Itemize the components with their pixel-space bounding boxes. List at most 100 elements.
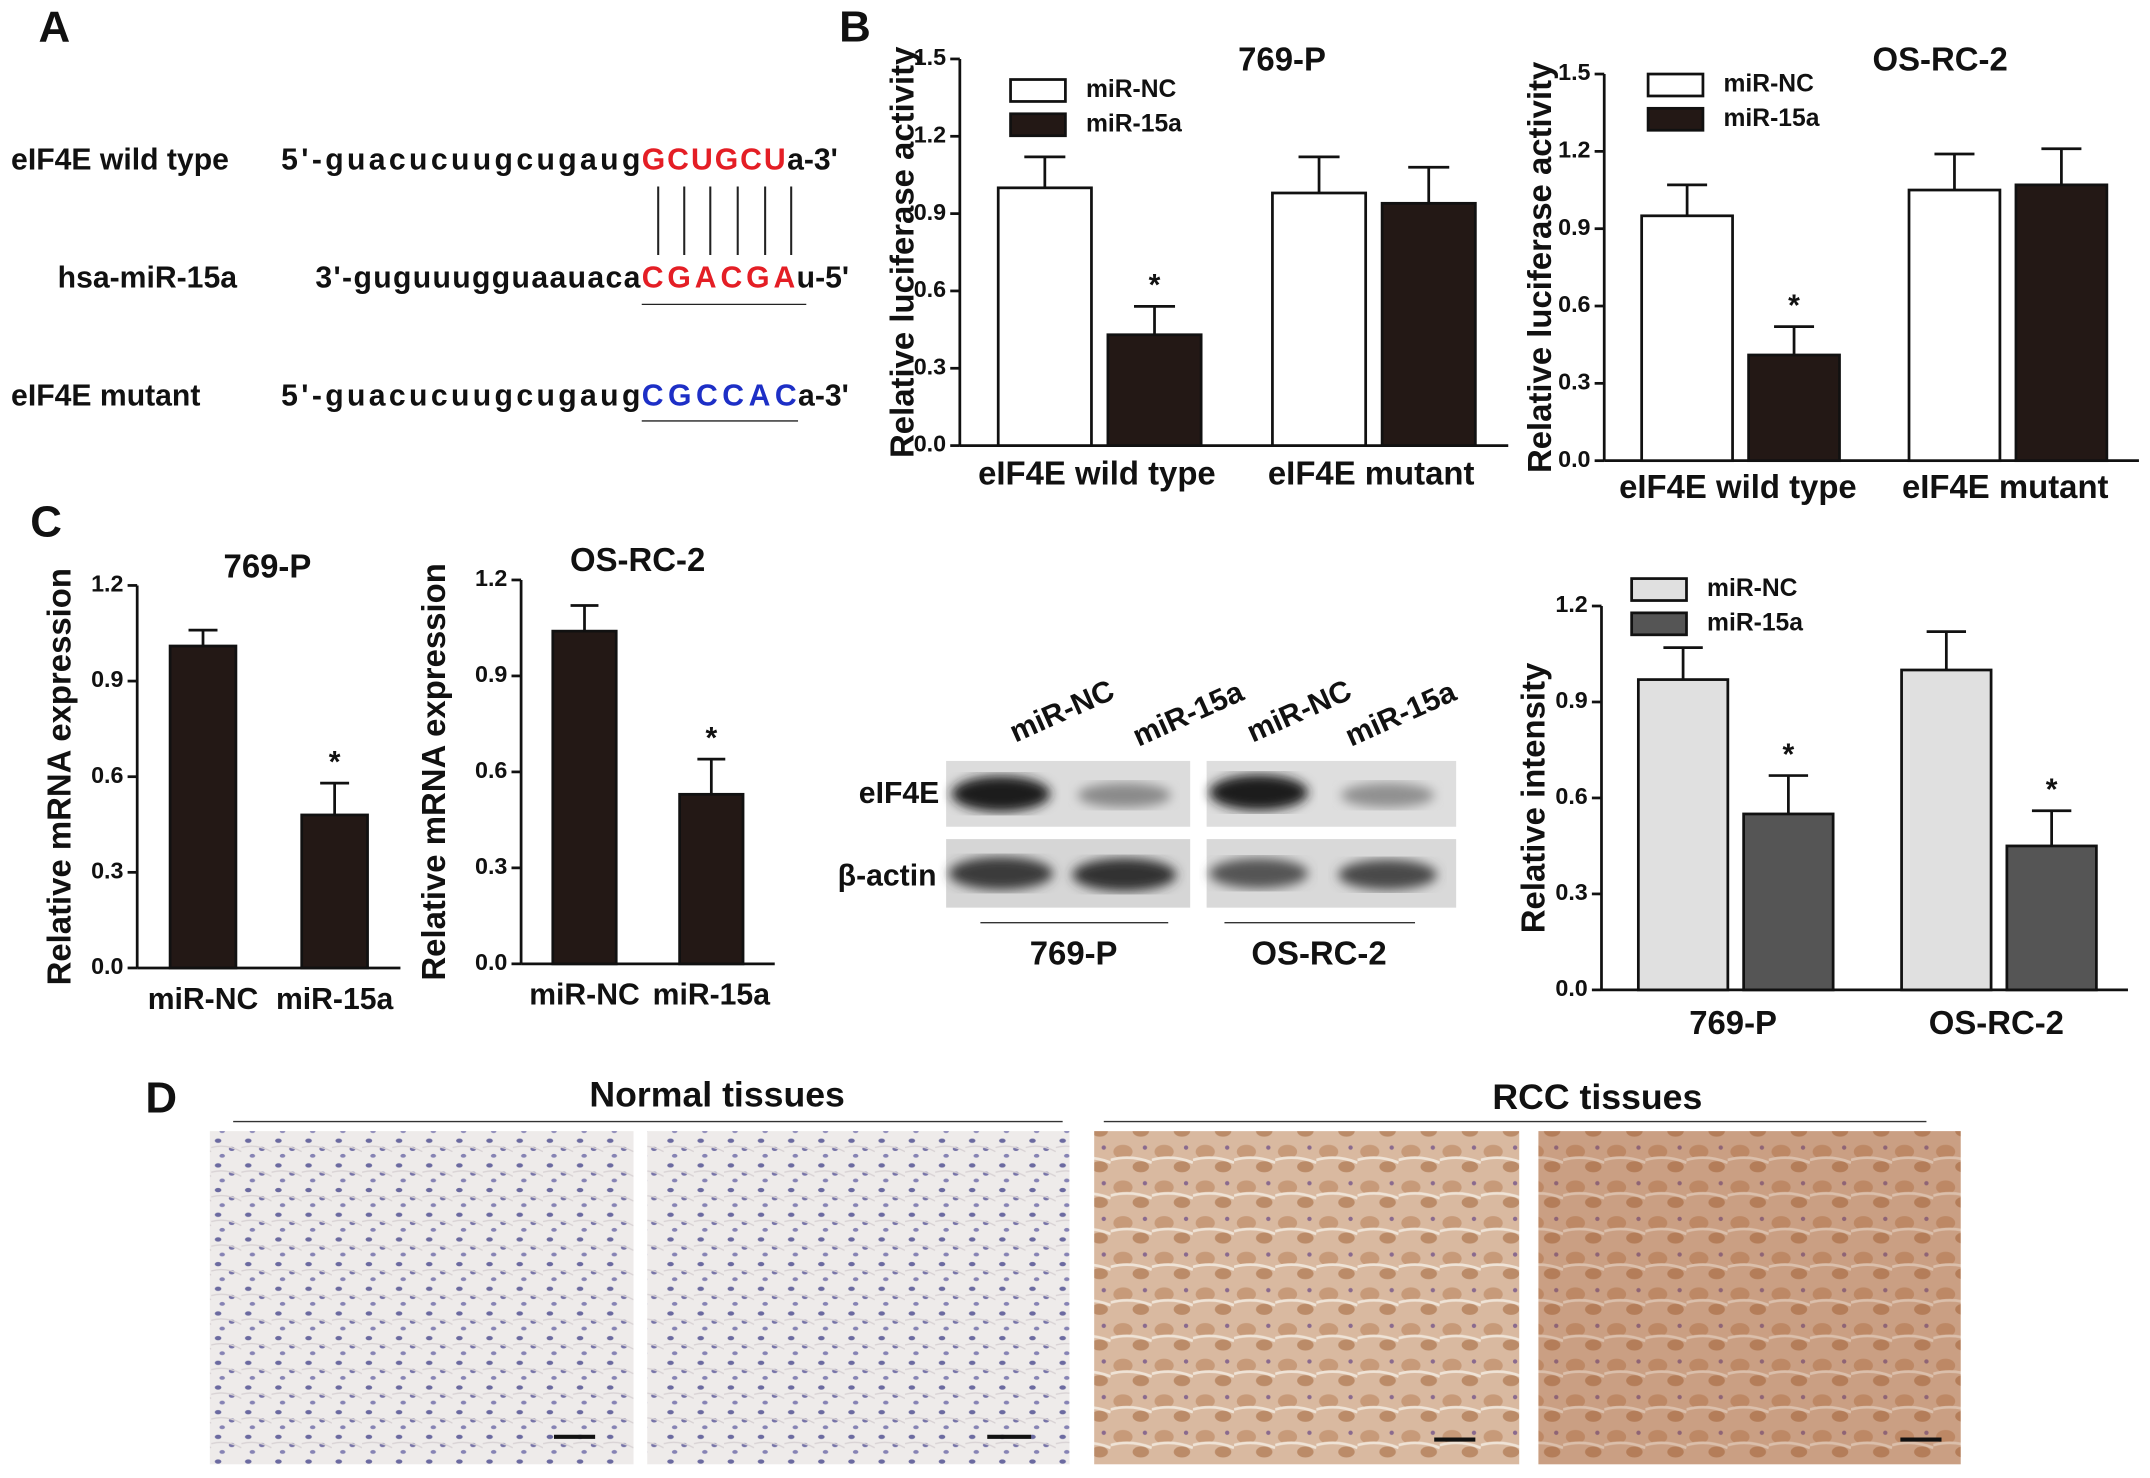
error-bar bbox=[1926, 630, 1967, 670]
significance-label: * bbox=[705, 722, 717, 755]
panel-label: C bbox=[30, 498, 62, 547]
error-bar bbox=[570, 604, 599, 632]
sequence-name: hsa-miR-15a bbox=[58, 262, 238, 295]
bar bbox=[1907, 188, 2002, 463]
panel-label: D bbox=[145, 1074, 177, 1123]
y-tick-label: 1.2 bbox=[91, 571, 123, 597]
panel-label: A bbox=[38, 3, 70, 52]
bar bbox=[678, 792, 745, 966]
lane-label: miR-NC bbox=[1005, 674, 1119, 749]
chart-title: 769-P bbox=[1238, 40, 1326, 77]
panel-label: B bbox=[839, 3, 871, 52]
y-axis-label: Relative luciferase activity bbox=[1521, 61, 1558, 473]
bar bbox=[1380, 201, 1477, 447]
x-tick-label: miR-NC bbox=[529, 979, 640, 1012]
sequence-name: eIF4E mutant bbox=[11, 380, 200, 413]
group-label: OS-RC-2 bbox=[1251, 934, 1386, 971]
error-bar bbox=[1134, 305, 1176, 335]
bar bbox=[1742, 812, 1835, 992]
y-tick-label: 0.0 bbox=[914, 431, 946, 457]
error-bar bbox=[1768, 774, 1809, 814]
significance-label: * bbox=[1788, 289, 1800, 322]
x-tick-label: OS-RC-2 bbox=[1929, 1004, 2064, 1041]
error-bar bbox=[320, 781, 350, 815]
bar bbox=[1900, 668, 1993, 992]
significance-label: * bbox=[329, 746, 341, 779]
x-tick-label: miR-NC bbox=[148, 983, 259, 1016]
x-tick-label: eIF4E wild type bbox=[978, 454, 1216, 491]
legend-swatch bbox=[1009, 112, 1067, 138]
chart-title: OS-RC-2 bbox=[570, 541, 705, 578]
chart-title: OS-RC-2 bbox=[1873, 40, 2008, 77]
pairing-lines bbox=[657, 186, 793, 256]
error-bar bbox=[1774, 325, 1815, 355]
significance-label: * bbox=[1149, 269, 1161, 302]
x-tick-label: miR-15a bbox=[653, 979, 771, 1012]
y-tick-label: 0.0 bbox=[475, 949, 507, 975]
x-tick-label: eIF4E wild type bbox=[1619, 468, 1857, 505]
error-bar bbox=[1663, 646, 1703, 680]
group-label: 769-P bbox=[1030, 934, 1118, 971]
y-tick-label: 0.3 bbox=[914, 353, 946, 379]
y-tick-label: 1.2 bbox=[1558, 137, 1590, 163]
sequence-end: a-3' bbox=[787, 144, 838, 177]
y-tick-label: 0.6 bbox=[1555, 783, 1587, 809]
error-bar bbox=[188, 628, 218, 647]
lane-label: miR-15a bbox=[1340, 675, 1461, 753]
bar bbox=[300, 813, 369, 970]
y-tick-label: 1.2 bbox=[475, 565, 507, 591]
legend-swatch bbox=[1630, 611, 1688, 637]
binding-site: GCUGCU bbox=[642, 144, 786, 177]
legend-swatch bbox=[1646, 72, 1705, 98]
legend-label: miR-15a bbox=[1707, 609, 1803, 636]
y-axis-label: Relative mRNA expression bbox=[40, 568, 77, 985]
legend-label: miR-NC bbox=[1707, 575, 1798, 602]
binding-site: CGCCAC bbox=[642, 380, 797, 413]
bar bbox=[1271, 191, 1368, 447]
error-bar bbox=[1298, 155, 1340, 193]
y-axis-label: Relative intensity bbox=[1514, 662, 1551, 933]
legend-label: miR-NC bbox=[1086, 76, 1177, 103]
y-tick-label: 0.9 bbox=[1555, 687, 1587, 713]
significance-label: * bbox=[1783, 738, 1795, 771]
micrographs bbox=[209, 1131, 1961, 1465]
row-label: β-actin bbox=[838, 859, 937, 892]
binding-site: CGACGA bbox=[642, 262, 796, 295]
error-bar bbox=[1024, 155, 1066, 188]
y-tick-label: 0.9 bbox=[91, 666, 123, 692]
chart-title: 769-P bbox=[224, 548, 312, 585]
y-tick-label: 0.3 bbox=[1555, 879, 1587, 905]
x-tick-label: eIF4E mutant bbox=[1902, 468, 2109, 505]
y-tick-label: 0.3 bbox=[475, 853, 507, 879]
y-tick-label: 1.2 bbox=[1555, 591, 1587, 617]
bar bbox=[996, 186, 1093, 447]
x-tick-label: miR-15a bbox=[276, 983, 394, 1016]
bar bbox=[551, 629, 618, 966]
error-bar bbox=[2031, 809, 2072, 846]
sequence-name: eIF4E wild type bbox=[11, 144, 229, 177]
bar bbox=[1640, 214, 1734, 463]
lane-label: miR-15a bbox=[1128, 675, 1249, 753]
y-axis-label: Relative mRNA expression bbox=[415, 563, 452, 980]
y-tick-label: 0.0 bbox=[91, 953, 123, 979]
legend-label: miR-15a bbox=[1724, 105, 1820, 132]
sequence: 5'-guacucuugcugaug bbox=[281, 380, 640, 413]
tissue-group: RCC tissues bbox=[1492, 1077, 1702, 1117]
error-bar bbox=[1667, 183, 1708, 216]
bar bbox=[2014, 183, 2109, 463]
y-tick-label: 1.5 bbox=[1558, 59, 1590, 85]
error-bar bbox=[1934, 152, 1975, 191]
y-tick-label: 0.0 bbox=[1558, 446, 1590, 472]
blot bbox=[946, 760, 1457, 908]
sequence-end: u-5' bbox=[797, 262, 849, 295]
y-tick-label: 0.3 bbox=[1558, 369, 1590, 395]
error-bar bbox=[1408, 165, 1450, 204]
lane-label: miR-NC bbox=[1242, 674, 1356, 749]
bar bbox=[168, 644, 238, 970]
bar bbox=[1106, 333, 1203, 447]
x-tick-label: 769-P bbox=[1689, 1004, 1777, 1041]
y-tick-label: 1.2 bbox=[914, 121, 946, 147]
y-tick-label: 0.6 bbox=[475, 757, 507, 783]
bar bbox=[2005, 844, 2098, 992]
